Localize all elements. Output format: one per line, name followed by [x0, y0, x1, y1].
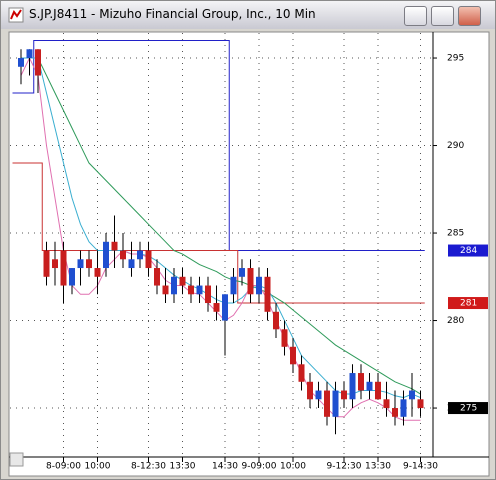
- candle-body: [230, 276, 237, 295]
- maximize-button[interactable]: [431, 6, 454, 26]
- y-tick-label: 285: [447, 229, 464, 239]
- candle-body: [26, 49, 33, 59]
- candle-body: [103, 241, 109, 269]
- level-line: [12, 162, 425, 304]
- candle-body: [392, 408, 398, 417]
- candle-body: [179, 276, 186, 286]
- price-label-box: [448, 244, 488, 257]
- candle-body: [247, 268, 254, 295]
- candle-body: [324, 390, 330, 417]
- candle-body: [307, 381, 313, 400]
- candle-body: [196, 285, 203, 295]
- candle-body: [111, 241, 118, 251]
- candle-body: [120, 250, 126, 260]
- x-tick-label: 14:30: [212, 462, 238, 472]
- level-line: [12, 40, 425, 252]
- candle-body: [43, 250, 50, 277]
- x-tick-label: 13:30: [365, 462, 391, 472]
- candle-body: [222, 294, 228, 321]
- candle-body: [162, 285, 169, 295]
- candle-body: [52, 259, 58, 269]
- x-tick-label: 8-12:30: [131, 462, 166, 472]
- candle-body: [400, 399, 407, 417]
- candle-body: [205, 285, 211, 304]
- close-button[interactable]: [458, 6, 481, 26]
- candle-body: [409, 390, 415, 400]
- candle-body: [128, 259, 135, 269]
- candle-body: [213, 303, 220, 312]
- candle-body: [298, 364, 305, 382]
- candle-body: [35, 49, 41, 76]
- candle-body: [60, 250, 67, 286]
- window-title: S.JP.J8411 - Mizuho Financial Group, Inc…: [29, 7, 316, 21]
- x-tick-label: 10:00: [85, 462, 111, 472]
- app-icon: [8, 7, 24, 23]
- candle-body: [332, 390, 339, 417]
- candle-body: [264, 276, 271, 312]
- minimize-button[interactable]: [404, 6, 427, 26]
- candle-body: [281, 329, 288, 347]
- candle-body: [383, 399, 390, 409]
- candle-body: [349, 373, 356, 400]
- candle-body: [375, 381, 381, 400]
- candle-body: [69, 268, 75, 286]
- price-label: 275: [460, 404, 477, 414]
- x-tick-label: 9-12:30: [327, 462, 362, 472]
- price-label: 284: [460, 246, 477, 256]
- y-tick-label: 280: [447, 316, 464, 326]
- candle-body: [171, 276, 177, 295]
- corner-box: [9, 452, 24, 467]
- candle-body: [77, 259, 84, 269]
- price-label-box: [448, 402, 488, 415]
- price-label: 281: [460, 299, 477, 309]
- candle-body: [417, 399, 424, 409]
- candle-body: [137, 250, 143, 260]
- candle-body: [341, 390, 347, 400]
- y-tick-label: 295: [447, 54, 464, 64]
- price-label-box: [448, 297, 488, 310]
- x-tick-label: 13:30: [170, 462, 196, 472]
- candle-body: [154, 268, 160, 286]
- x-tick-label: 9-14:30: [403, 462, 438, 472]
- candle-body: [273, 311, 279, 330]
- candle-body: [145, 250, 152, 269]
- candle-body: [94, 268, 101, 277]
- x-tick-label: 9-09:00: [242, 462, 277, 472]
- title-bar: S.JP.J8411 - Mizuho Financial Group, Inc…: [1, 1, 495, 29]
- candle-body: [315, 390, 322, 400]
- candle-body: [290, 346, 296, 365]
- candle-body: [256, 276, 262, 295]
- x-tick-label: 8-09:00: [46, 462, 81, 472]
- candle-body: [188, 285, 194, 295]
- candle-body: [239, 268, 245, 277]
- candle-body: [358, 373, 364, 391]
- y-tick-label: 290: [447, 141, 464, 151]
- x-tick-label: 10:00: [280, 462, 306, 472]
- chart: 275 280 285 290 295 8-09:00 10:00 8-12:30 13:30 1…: [8, 31, 490, 477]
- candle-body: [366, 381, 373, 391]
- candle-body: [18, 58, 24, 67]
- moving-average: [20, 56, 421, 421]
- moving-average: [21, 57, 421, 395]
- candle-body: [86, 259, 92, 269]
